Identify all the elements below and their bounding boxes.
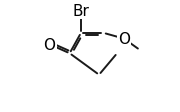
Text: Br: Br [73,4,89,19]
Text: O: O [43,37,55,52]
Text: O: O [118,32,130,47]
